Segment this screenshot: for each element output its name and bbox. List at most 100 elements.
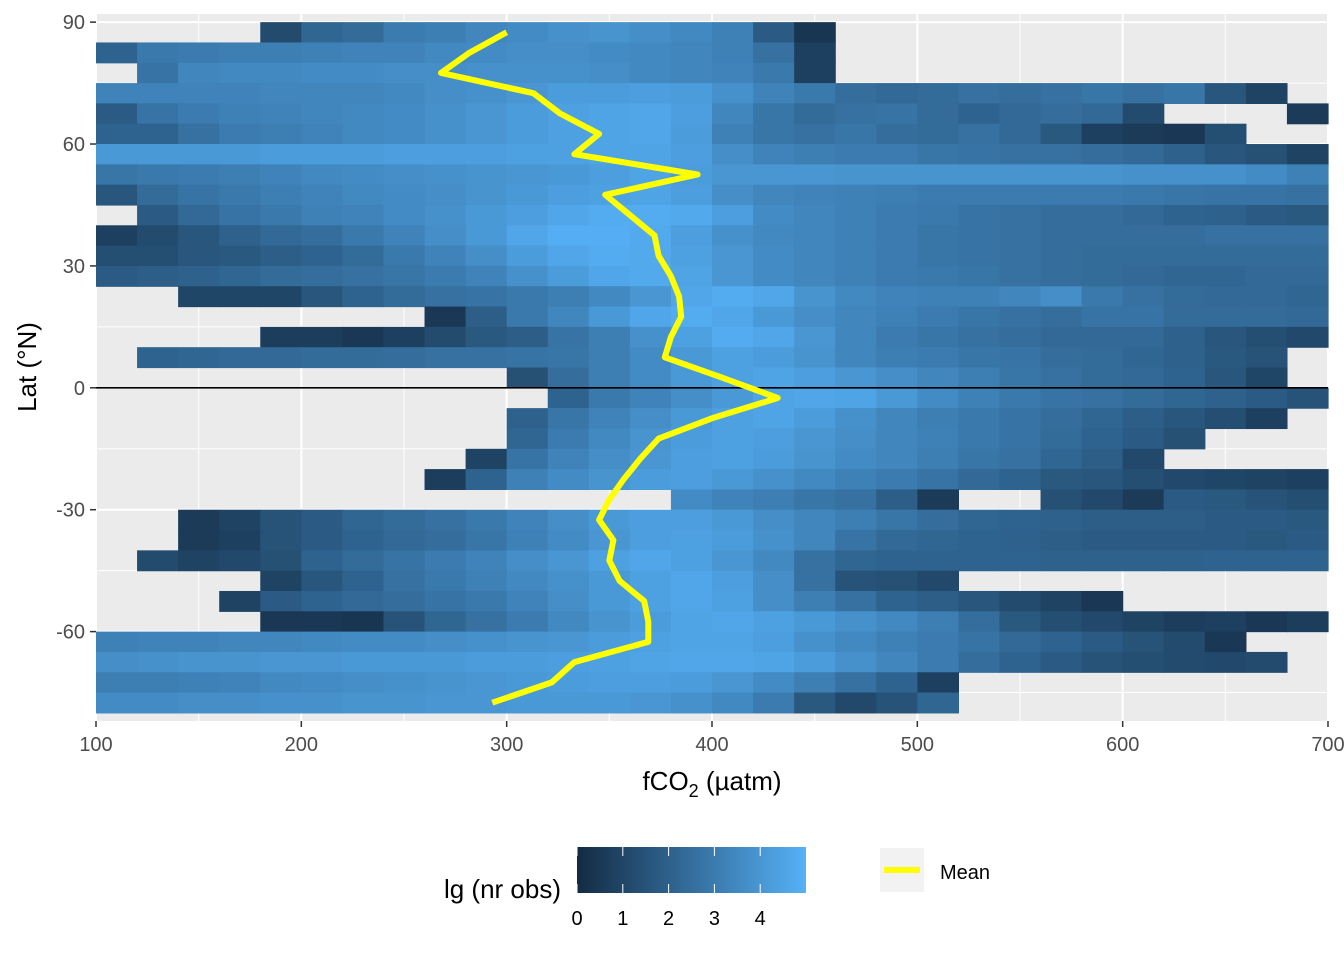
heatmap-cell: [712, 144, 754, 165]
heatmap-cell: [835, 672, 877, 694]
heatmap-cell: [712, 428, 754, 450]
heatmap-cell: [1286, 225, 1329, 247]
heatmap-cell: [753, 651, 795, 673]
heatmap-cell: [219, 62, 261, 84]
x-axis: 100 200 300 400 500 600 700: [79, 721, 1344, 756]
heatmap-cell: [1204, 651, 1247, 673]
heatmap-cell: [260, 123, 302, 145]
heatmap-cell: [342, 550, 385, 572]
heatmap-cell: [547, 204, 590, 226]
heatmap-cell: [712, 22, 754, 44]
heatmap-cell: [999, 550, 1042, 572]
heatmap-cell: [917, 530, 959, 551]
y-tick-label: -30: [56, 500, 85, 522]
heatmap-cell: [670, 83, 713, 104]
heatmap-cell: [1286, 184, 1329, 206]
heatmap-cell: [1286, 611, 1329, 633]
heatmap-cell: [753, 590, 795, 612]
heatmap-cell: [424, 204, 467, 226]
heatmap-cell: [1204, 347, 1247, 369]
heatmap-cell: [465, 550, 508, 572]
heatmap-cell: [999, 225, 1042, 247]
heatmap-cell: [1163, 286, 1206, 308]
heatmap-cell: [1204, 123, 1247, 145]
heatmap-cell: [753, 692, 795, 714]
heatmap-cell: [342, 245, 385, 267]
heatmap-cell: [999, 347, 1042, 369]
heatmap-cell: [506, 184, 549, 206]
heatmap-cell: [629, 306, 672, 328]
heatmap-cell: [506, 570, 549, 592]
heatmap-cell: [178, 347, 220, 369]
heatmap-cell: [506, 530, 549, 551]
heatmap-cell: [465, 306, 508, 328]
heatmap-cell: [1040, 448, 1083, 470]
heatmap-cell: [506, 611, 549, 633]
heatmap-cell: [712, 469, 754, 490]
heatmap-cell: [260, 530, 302, 551]
heatmap-cell: [1122, 164, 1165, 186]
heatmap-cell: [301, 204, 343, 226]
heatmap-cell: [876, 225, 918, 247]
heatmap-cell: [383, 570, 426, 592]
heatmap-cell: [1040, 184, 1083, 206]
heatmap-cell: [506, 204, 549, 226]
heatmap-cell: [794, 225, 836, 247]
heatmap-cell: [301, 672, 343, 694]
heatmap-cell: [1081, 144, 1124, 165]
heatmap-cell: [465, 570, 508, 592]
heatmap-cell: [547, 245, 590, 267]
heatmap-cell: [712, 651, 754, 673]
heatmap-cell: [588, 326, 631, 348]
heatmap-cell: [506, 42, 549, 64]
heatmap-cell: [794, 144, 836, 165]
heatmap-cell: [219, 42, 261, 64]
heatmap-cell: [1245, 286, 1288, 308]
heatmap-cell: [547, 570, 590, 592]
heatmap-cell: [301, 144, 343, 165]
heatmap-cell: [383, 225, 426, 247]
heatmap-cell: [712, 225, 754, 247]
heatmap-cell: [670, 469, 713, 490]
heatmap-cell: [835, 123, 877, 145]
heatmap-cell: [999, 286, 1042, 308]
heatmap-cell: [342, 651, 385, 673]
heatmap-cell: [753, 570, 795, 592]
heatmap-cell: [342, 631, 385, 653]
heatmap-cell: [219, 550, 261, 572]
heatmap-cell: [506, 550, 549, 572]
heatmap-cell: [753, 326, 795, 348]
heatmap-cell: [999, 631, 1042, 653]
heatmap-cell: [1122, 651, 1165, 673]
heatmap-cell: [794, 265, 836, 287]
heatmap-cell: [670, 22, 713, 44]
heatmap-cell: [506, 651, 549, 673]
heatmap-cell: [794, 651, 836, 673]
heatmap-cell: [876, 265, 918, 287]
heatmap-cell: [712, 672, 754, 694]
heatmap-cell: [670, 428, 713, 450]
heatmap-cell: [506, 144, 549, 165]
heatmap-cell: [917, 83, 959, 104]
heatmap-cell: [1204, 408, 1247, 430]
heatmap-cell: [1163, 550, 1206, 572]
heatmap-cell: [588, 62, 631, 84]
heatmap-cell: [999, 428, 1042, 450]
heatmap-cell: [96, 103, 138, 125]
heatmap-cell: [424, 164, 467, 186]
heatmap-cell: [588, 692, 631, 714]
heatmap-cell: [876, 530, 918, 551]
heatmap-cell: [1163, 611, 1206, 633]
heatmap-cell: [794, 245, 836, 267]
heatmap-cell: [219, 83, 261, 104]
heatmap-cell: [96, 144, 138, 165]
heatmap-cell: [1081, 367, 1124, 389]
heatmap-cell: [588, 408, 631, 430]
heatmap-cell: [506, 590, 549, 612]
heatmap-cell: [301, 265, 343, 287]
heatmap-cell: [958, 428, 1001, 450]
heatmap-cell: [1163, 144, 1206, 165]
heatmap-cell: [917, 509, 959, 531]
heatmap-cell: [301, 692, 343, 714]
heatmap-cell: [342, 83, 385, 104]
